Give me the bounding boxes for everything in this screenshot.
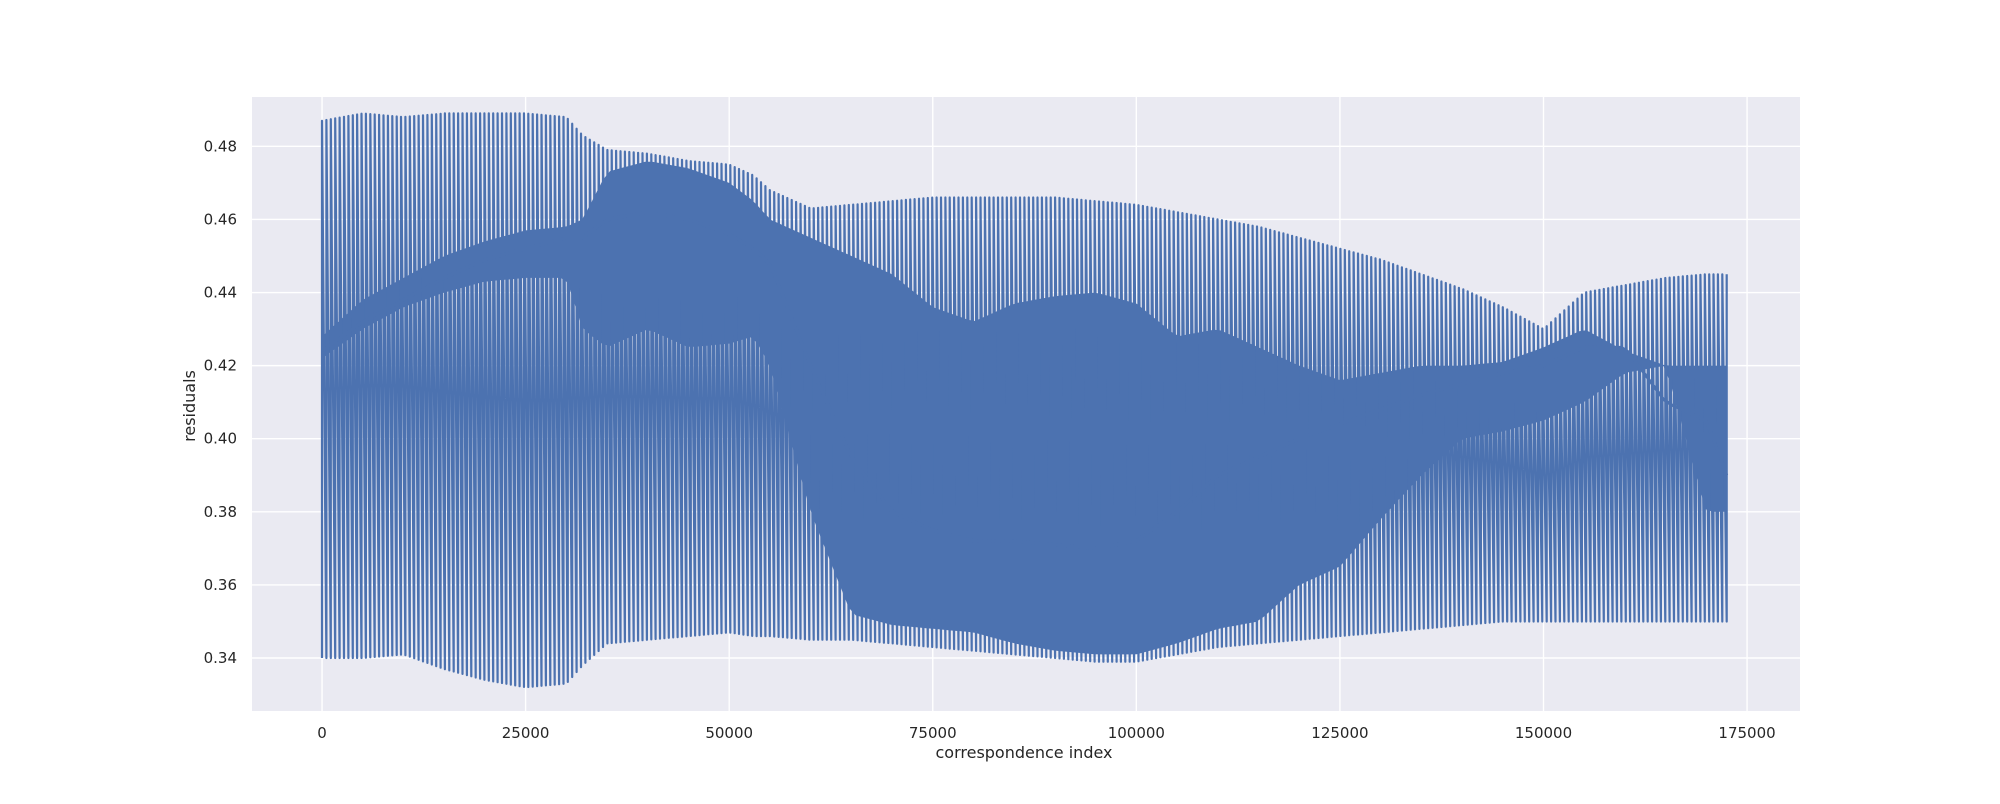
y-tick-label: 0.40 bbox=[204, 430, 237, 448]
y-tick-label: 0.48 bbox=[204, 137, 237, 155]
y-tick-label: 0.44 bbox=[204, 284, 237, 302]
y-tick-label: 0.34 bbox=[204, 649, 237, 667]
y-tick-label: 0.38 bbox=[204, 503, 237, 521]
x-tick-label: 100000 bbox=[1108, 724, 1165, 742]
tick-labels: 0 25000 50000 75000 100000 125000 150000 175000… bbox=[204, 137, 1776, 742]
y-axis-label: residuals bbox=[180, 370, 199, 442]
x-axis-label: correspondence index bbox=[935, 743, 1112, 762]
y-tick-label: 0.42 bbox=[204, 357, 237, 375]
x-tick-label: 175000 bbox=[1718, 724, 1775, 742]
y-tick-label: 0.36 bbox=[204, 576, 237, 594]
y-tick-label: 0.46 bbox=[204, 210, 237, 228]
data-series bbox=[320, 112, 1729, 689]
x-tick-label: 25000 bbox=[502, 724, 550, 742]
x-tick-label: 125000 bbox=[1311, 724, 1368, 742]
x-tick-label: 150000 bbox=[1515, 724, 1572, 742]
x-tick-label: 50000 bbox=[705, 724, 753, 742]
x-tick-label: 0 bbox=[317, 724, 327, 742]
residuals-mean-trace bbox=[321, 211, 1729, 550]
x-tick-label: 75000 bbox=[909, 724, 957, 742]
residuals-series-line bbox=[320, 112, 1728, 689]
